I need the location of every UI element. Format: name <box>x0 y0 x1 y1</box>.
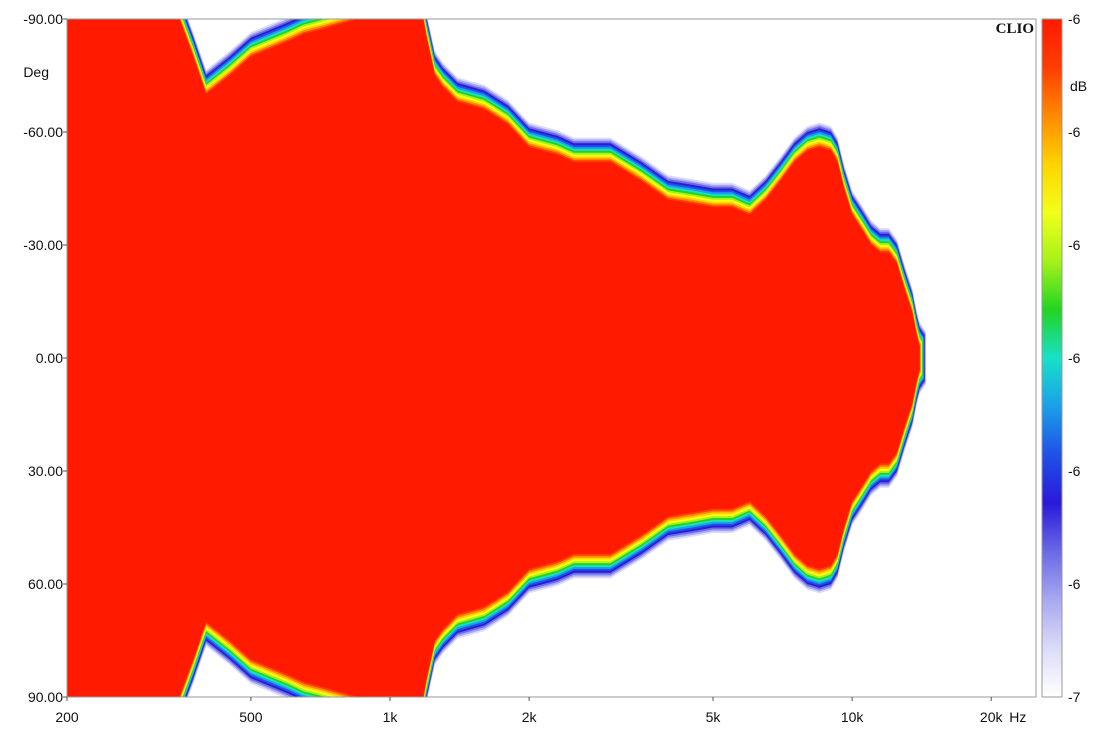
colorbar-tick-label: -6 <box>1068 237 1081 253</box>
y-tick-label: -90.00 <box>23 11 63 27</box>
x-tick-label: 10k <box>841 709 865 725</box>
colorbar-tick-label: -6 <box>1068 350 1081 366</box>
colorbar-tick-label: -6 <box>1068 11 1081 27</box>
y-tick-label: 0.00 <box>36 350 63 366</box>
y-tick-label: 30.00 <box>28 463 63 479</box>
x-axis-unit-label: Hz <box>1009 709 1026 725</box>
colorbar-gradient <box>1041 18 1063 698</box>
colorbar: -6 -6 -6 -6 -6 -6 -7 <box>1041 11 1081 705</box>
x-tick-label: 500 <box>239 709 263 725</box>
x-tick-label: 1k <box>383 709 399 725</box>
y-tick-label: -30.00 <box>23 237 63 253</box>
y-tick-label: 60.00 <box>28 576 63 592</box>
x-tick-label: 200 <box>55 709 79 725</box>
x-tick-label: 20k <box>980 709 1004 725</box>
axis-ticks: -90.00 -60.00 -30.00 0.00 30.00 60.00 90.00 200… <box>23 11 1003 725</box>
response-contour-bands <box>67 19 927 697</box>
x-tick-label: 2k <box>522 709 538 725</box>
contour-band-14 <box>67 19 920 697</box>
plot-area <box>67 19 1036 697</box>
y-tick-label: -60.00 <box>23 124 63 140</box>
clio-brand-label: CLIO <box>996 21 1034 37</box>
colorbar-unit-label: dB <box>1070 78 1087 94</box>
colorbar-tick-label: -6 <box>1068 124 1081 140</box>
y-axis-unit-label: Deg <box>23 64 49 80</box>
x-tick-label: 5k <box>706 709 722 725</box>
colorbar-tick-label: -6 <box>1068 576 1081 592</box>
y-tick-label: 90.00 <box>28 689 63 705</box>
colorbar-tick-label: -7 <box>1068 689 1081 705</box>
colorbar-tick-label: -6 <box>1068 463 1081 479</box>
